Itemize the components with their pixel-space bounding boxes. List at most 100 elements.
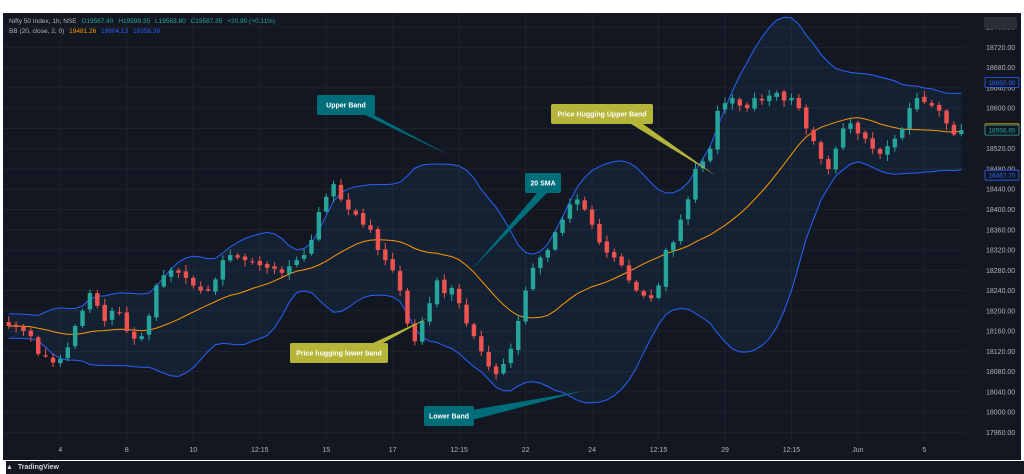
- candle-bullish: [538, 257, 543, 269]
- brand-footer: ▲ TradingView: [6, 461, 1024, 474]
- y-tick-label: 18080.00: [986, 369, 1015, 376]
- candle-bearish: [183, 271, 189, 278]
- y-tick-label: 18000.00: [986, 410, 1015, 417]
- x-tick-label: 5: [922, 447, 926, 454]
- candle-bearish: [493, 366, 499, 375]
- callout-label: Price Hugging Upper Band: [557, 112, 646, 119]
- candle-bearish: [456, 288, 462, 304]
- candle-bullish: [434, 280, 440, 305]
- candle-bullish: [228, 255, 233, 261]
- candle-bullish: [427, 303, 432, 322]
- callout-pointer: [631, 124, 715, 175]
- candle-bearish: [338, 184, 344, 200]
- candle-bullish: [301, 255, 307, 259]
- candle-bearish: [486, 352, 491, 367]
- x-tick-label: 29: [721, 447, 729, 454]
- candle-bearish: [936, 104, 942, 111]
- candle-bullish: [220, 260, 226, 280]
- y-tick-label: 17960.00: [986, 430, 1015, 437]
- candle-bearish: [412, 323, 418, 342]
- candle-bearish: [124, 312, 130, 332]
- candle-bearish: [796, 97, 802, 109]
- candle-bearish: [826, 159, 831, 169]
- callout-box: [317, 95, 375, 115]
- candle-bearish: [863, 132, 868, 139]
- candle-bearish: [464, 304, 469, 324]
- brand-name: TradingView: [17, 464, 59, 471]
- candle-bullish: [552, 232, 558, 250]
- candle-bullish: [58, 358, 63, 364]
- y-tick-label: 18440.00: [986, 187, 1015, 194]
- candle-bullish: [213, 279, 218, 292]
- candle-bullish: [671, 242, 676, 251]
- x-tick-label: 17: [389, 447, 397, 454]
- candle-bullish: [560, 219, 565, 233]
- candle-bullish: [287, 266, 292, 274]
- candle-bullish: [907, 108, 912, 129]
- candle-bearish: [589, 209, 595, 225]
- candle-bearish: [922, 96, 927, 103]
- callout-pointer: [373, 318, 428, 343]
- candle-bearish: [235, 255, 240, 258]
- candle-bullish: [892, 138, 898, 148]
- x-tick-label: Jun: [852, 447, 863, 454]
- callout-pointer: [361, 113, 449, 155]
- candle-bullish: [959, 130, 964, 135]
- price-tag-label: 18556.65: [988, 128, 1015, 135]
- candle-bullish: [316, 212, 322, 240]
- candle-bearish: [582, 200, 587, 210]
- callout-label: Upper Band: [326, 103, 366, 110]
- candle-bearish: [242, 256, 248, 261]
- candle-bearish: [264, 263, 270, 268]
- x-tick-label: 8: [125, 447, 129, 454]
- candle-bullish: [722, 103, 728, 110]
- candle-bearish: [176, 270, 181, 273]
- candle-bullish: [700, 161, 706, 169]
- candle-bearish: [951, 124, 957, 135]
- legend-change: +20.90 (+0.11%): [227, 18, 276, 25]
- candle-bullish: [501, 364, 506, 374]
- candle-bullish: [80, 310, 85, 327]
- candle-bullish: [331, 184, 336, 197]
- candle-bullish: [752, 98, 757, 109]
- candle-bearish: [191, 277, 196, 286]
- x-tick-label: 22: [522, 447, 530, 454]
- candle-bearish: [353, 210, 358, 215]
- candle-bearish: [648, 295, 654, 299]
- y-tick-label: 18520.00: [986, 146, 1015, 153]
- candle-bullish: [848, 123, 853, 129]
- y-tick-label: 18040.00: [986, 389, 1015, 396]
- candle-bearish: [471, 324, 477, 337]
- candle-bearish: [877, 149, 883, 154]
- candle-bullish: [523, 290, 528, 322]
- price-scale-settings-button[interactable]: [984, 17, 1017, 29]
- tradingview-logo-icon: ▲: [6, 464, 13, 471]
- y-tick-label: 18120.00: [986, 349, 1015, 356]
- candle-bearish: [360, 213, 366, 225]
- legend-bb-label: BB (20, close, 2, 0): [9, 28, 65, 35]
- callout-box: [424, 406, 474, 426]
- candle-bearish: [597, 223, 602, 243]
- price-tag-label: 18467.70: [988, 173, 1015, 180]
- candle-bearish: [257, 260, 262, 266]
- callout-label: 20 SMA: [530, 181, 555, 188]
- legend-bb-lower: 19358.39: [132, 28, 161, 35]
- candle-bullish: [685, 199, 691, 220]
- candle-bullish: [774, 92, 779, 97]
- legend-symbol-row: Nifty 50 Index, 1h, NSE O19567.40 H19599…: [9, 18, 278, 25]
- x-tick-label: 12:15: [450, 447, 468, 454]
- candle-bullish: [678, 219, 683, 242]
- callout-box: [551, 104, 653, 124]
- candle-bullish: [840, 128, 846, 148]
- candle-bearish: [818, 142, 824, 159]
- candle-bearish: [855, 122, 861, 134]
- candle-bullish: [885, 146, 890, 155]
- candlestick-chart[interactable]: 17960.00 18000.00 18040.00 18080.00 18120.00…: [3, 13, 1021, 460]
- callout-box: [290, 343, 388, 363]
- candle-bearish: [811, 129, 816, 142]
- legend-symbol: Nifty 50 Index, 1h, NSE: [9, 18, 77, 25]
- candle-bearish: [626, 265, 632, 281]
- legend-open: O19567.40: [81, 18, 114, 25]
- candle-bullish: [516, 320, 521, 351]
- candle-bearish: [375, 229, 381, 251]
